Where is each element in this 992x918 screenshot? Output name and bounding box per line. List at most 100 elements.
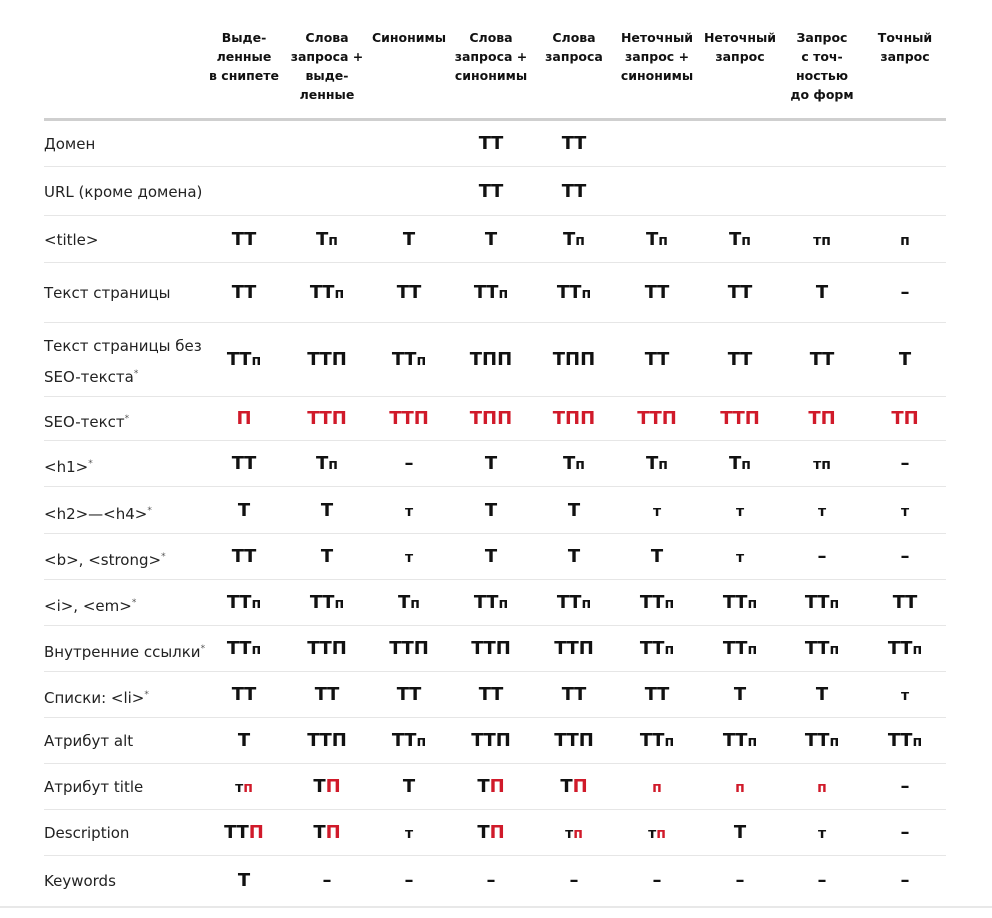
factor-cell: ТТп (290, 593, 364, 614)
column-header-3: Синонимы (371, 30, 447, 45)
factor-cell: ТП (537, 777, 611, 797)
factor-cell: Т (207, 731, 281, 751)
footnote-star: * (147, 506, 152, 516)
weight-mark-red: П (236, 408, 252, 429)
factor-cell: – (454, 871, 528, 891)
weight-mark: Т (733, 822, 747, 843)
row-label: Домен (44, 130, 95, 158)
factor-cell: – (703, 871, 777, 891)
weight-mark: ТТ (727, 349, 753, 370)
weight-mark: Т (316, 229, 329, 250)
row-label: <h2>—<h4>* (44, 497, 152, 528)
row-label: Keywords (44, 867, 116, 895)
weight-mark: ТТП (389, 638, 429, 659)
weight-mark: п (747, 596, 758, 612)
row-label-text: Текст страницы (44, 284, 171, 302)
weight-mark-red: ТПП (469, 408, 513, 429)
footnote-star: * (131, 598, 137, 608)
factor-cell: ТТ (454, 182, 528, 202)
factor-cell: тп (620, 823, 694, 844)
weight-mark-red: ТПП (552, 408, 596, 429)
factor-cell: ТПП (537, 350, 611, 370)
weight-mark: ТТ (226, 349, 252, 370)
weight-mark: Т (729, 453, 742, 474)
table-row: <i>, <em>* ТТп ТТп Тп ТТп ТТп ТТп ТТп ТТп ТТ (44, 580, 946, 626)
weight-mark: ТТ (224, 822, 249, 843)
weight-mark: ТТ (314, 684, 340, 705)
weight-mark: Т (313, 822, 326, 843)
weight-mark: Т (477, 822, 490, 843)
factor-cell: Т (290, 547, 364, 567)
row-label-text: Description (44, 824, 130, 842)
weight-mark: Т (316, 453, 329, 474)
factor-cell: – (537, 871, 611, 891)
weight-mark: – (735, 870, 745, 891)
factor-cell: Т (703, 685, 777, 705)
weight-mark: Т (477, 776, 490, 797)
weight-mark: п (498, 286, 509, 302)
weight-mark: Т (563, 453, 576, 474)
weight-mark-red: п (652, 780, 662, 796)
factor-cell: Т (454, 501, 528, 521)
weight-mark: ТТ (892, 592, 918, 613)
factor-cell: Т (207, 871, 281, 891)
weight-mark: ТТ (309, 592, 335, 613)
factor-cell: ТТП (372, 639, 446, 659)
factor-cell: ТТ (620, 283, 694, 303)
weight-mark: ТТП (471, 638, 511, 659)
footnote-star: * (144, 690, 149, 700)
factor-cell: ТТ (207, 454, 281, 474)
weight-mark-red: П (248, 822, 264, 843)
weight-mark: – (817, 870, 827, 891)
factor-cell: ТТП (290, 731, 364, 751)
factor-cell: Т (620, 547, 694, 567)
weight-mark: ТТ (722, 730, 748, 751)
weight-mark: п (251, 642, 262, 658)
factor-cell: ТТп (868, 639, 942, 660)
factor-cell: п (785, 777, 859, 798)
weight-mark: Т (815, 684, 829, 705)
factor-cell: Т (454, 230, 528, 250)
factor-cell: Т (785, 283, 859, 303)
column-header-6: Неточный запрос + синонимы (620, 30, 694, 83)
weight-mark: ТТ (804, 638, 830, 659)
factor-cell: ТТП (290, 639, 364, 659)
table-row: Внутренние ссылки* ТТп ТТП ТТП ТТП ТТП ТТп ТТп Т… (44, 626, 946, 672)
weight-mark: Т (567, 500, 581, 521)
factor-cell: ТТп (785, 731, 859, 752)
row-label-text: Внутренние ссылки (44, 643, 201, 661)
factor-cell: ТТп (703, 731, 777, 752)
row-label-text: <title> (44, 231, 99, 249)
factor-cell: – (868, 871, 942, 891)
weight-mark: ТТ (231, 282, 257, 303)
factor-cell: т (785, 823, 859, 844)
table-row: <title> ТТ Тп Т Т Тп Тп Тп тп п (44, 216, 946, 263)
table-header: Выде- ленные в снипете Слова запроса + вы… (44, 0, 946, 121)
bottom-divider (0, 906, 992, 908)
factor-cell: т (868, 501, 942, 522)
weight-mark: Т (567, 546, 581, 567)
factor-cell: Т (454, 547, 528, 567)
weight-mark: – (817, 546, 827, 567)
factor-cell: – (372, 871, 446, 891)
weight-mark: Т (237, 730, 251, 751)
column-header-2: Слова запроса + выде- ленные (290, 30, 364, 102)
weight-mark: т (652, 504, 662, 520)
weight-mark: ТТ (391, 730, 417, 751)
factor-cell: ТТП (620, 409, 694, 429)
weight-mark-red: п (735, 780, 745, 796)
factor-cell: Т (207, 501, 281, 521)
factor-cell: ТТп (703, 593, 777, 614)
weight-mark: ТТ (391, 349, 417, 370)
weight-mark: ТТ (887, 730, 913, 751)
weight-mark: Т (237, 870, 251, 891)
factor-cell: – (868, 823, 942, 843)
weight-mark: – (900, 822, 910, 843)
factor-cell: т (620, 501, 694, 522)
factor-cell: т (703, 547, 777, 568)
weight-mark: ТТ (727, 282, 753, 303)
factor-cell: ТПП (454, 409, 528, 429)
weight-mark: – (900, 282, 910, 303)
